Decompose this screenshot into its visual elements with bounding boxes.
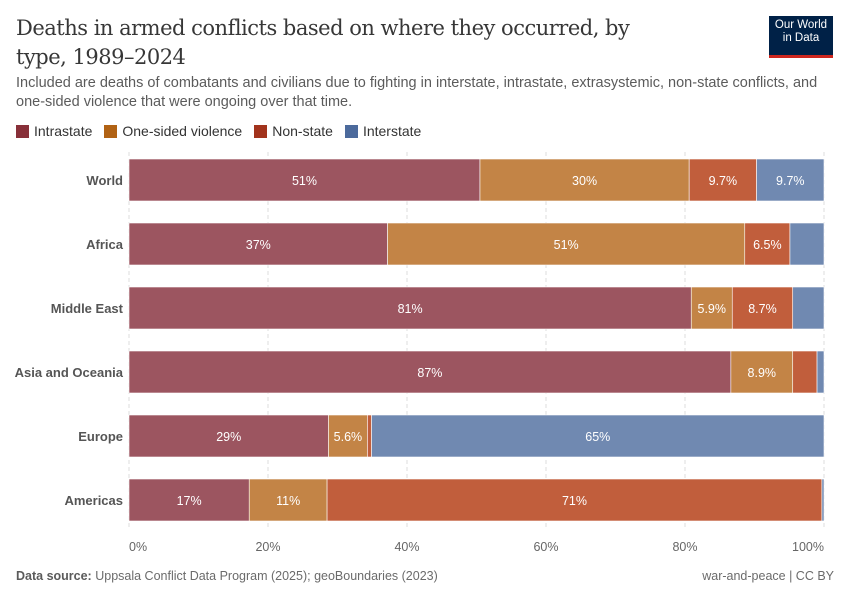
bar-segment (128, 350, 732, 394)
legend-label: Interstate (362, 123, 422, 139)
source-label: Data source: (16, 569, 92, 583)
data-label: 29% (216, 430, 241, 444)
bar-segment (688, 158, 757, 202)
bar-segment (756, 158, 825, 202)
bar-segment (821, 478, 825, 522)
data-label: 71% (562, 494, 587, 508)
data-label: 17% (177, 494, 202, 508)
bar-segment (328, 414, 368, 458)
legend-label: One-sided violence (122, 123, 243, 139)
owid-logo[interactable]: Our World in Data (769, 16, 833, 58)
category-label: Europe (78, 429, 123, 444)
bar-segment (371, 414, 825, 458)
legend-swatch (104, 124, 118, 138)
bar-segment (730, 350, 794, 394)
bar-segment (326, 478, 823, 522)
category-label: Asia and Oceania (15, 365, 124, 380)
bar-segment (387, 222, 746, 266)
bar-segment (816, 350, 825, 394)
bar-segment (367, 414, 372, 458)
x-tick-label: 0% (129, 540, 147, 554)
legend-label: Non-state (272, 123, 333, 139)
bar-segment (792, 286, 825, 330)
legend-item-interstate[interactable]: Interstate (344, 123, 422, 139)
data-label: 30% (572, 174, 597, 188)
category-label: Americas (64, 493, 123, 508)
chart-subtitle: Included are deaths of combatants and ci… (16, 75, 818, 110)
legend-item-non-state[interactable]: Non-state (254, 123, 333, 139)
bar-segment (128, 478, 250, 522)
legend: Intrastate One-sided violence Non-state Int… (16, 123, 421, 139)
data-label: 37% (246, 238, 271, 252)
data-label: 5.6% (334, 430, 363, 444)
data-label: 11% (276, 494, 300, 508)
legend-swatch (254, 124, 268, 138)
legend-item-intrastate[interactable]: Intrastate (16, 123, 92, 139)
data-label: 81% (398, 302, 423, 316)
x-tick-label: 40% (394, 540, 419, 554)
bar-segment (248, 478, 328, 522)
x-tick-label: 80% (672, 540, 697, 554)
data-label: 65% (585, 430, 610, 444)
legend-item-one-sided-violence[interactable]: One-sided violence (104, 123, 242, 139)
license[interactable]: war-and-peace | CC BY (702, 569, 834, 583)
data-label: 51% (292, 174, 317, 188)
legend-swatch (344, 124, 358, 138)
bar-segment (128, 286, 692, 330)
data-source: Data source: Uppsala Conflict Data Progr… (16, 569, 438, 583)
data-label: 9.7% (709, 174, 738, 188)
bar-segment (792, 350, 818, 394)
data-label: 9.7% (776, 174, 805, 188)
bar-segment (731, 286, 794, 330)
source-text[interactable]: Uppsala Conflict Data Program (2025); ge… (95, 569, 438, 583)
data-label: 51% (554, 238, 579, 252)
x-tick-label: 100% (792, 540, 824, 554)
bar-segment (479, 158, 690, 202)
x-tick-label: 60% (533, 540, 558, 554)
data-label: 8.9% (748, 366, 777, 380)
x-tick-label: 20% (255, 540, 280, 554)
category-label: Africa (86, 237, 124, 252)
data-label: 8.7% (748, 302, 777, 316)
category-label: Middle East (51, 301, 124, 316)
bar-segment (690, 286, 733, 330)
data-label: 5.9% (698, 302, 727, 316)
data-label: 87% (417, 366, 442, 380)
category-label: World (86, 173, 123, 188)
chart-title: Deaths in armed conflicts based on where… (16, 16, 630, 69)
data-label: 6.5% (753, 238, 782, 252)
bar-segment (789, 222, 825, 266)
legend-label: Intrastate (34, 123, 93, 139)
bar-segment (128, 414, 329, 458)
legend-swatch (16, 124, 29, 138)
